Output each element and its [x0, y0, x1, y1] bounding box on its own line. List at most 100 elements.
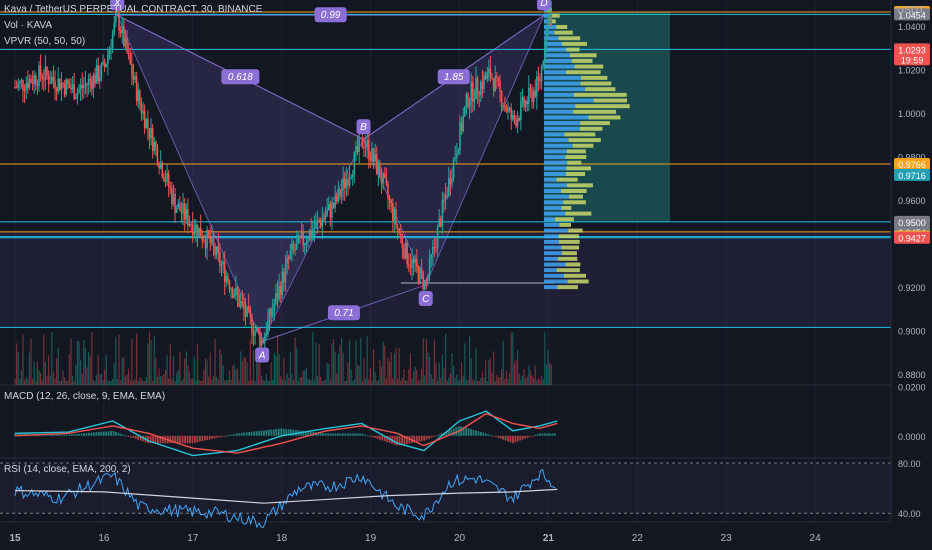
vpvr-legend[interactable]: VPVR (50, 50, 50)	[4, 36, 86, 47]
candle-body	[169, 186, 172, 189]
vpvr-up-bar	[543, 53, 570, 58]
vpvr-down-bar	[549, 19, 556, 24]
volume-bar	[531, 375, 533, 385]
vpvr-up-bar	[543, 70, 566, 75]
candle-body	[183, 203, 186, 220]
volume-bar	[392, 378, 394, 385]
vpvr-up-bar	[543, 115, 589, 120]
volume-bar	[59, 380, 61, 385]
candle-body	[491, 77, 493, 79]
candle-body	[480, 81, 482, 96]
macd-pane[interactable]	[14, 410, 558, 457]
macd-histogram-bar	[534, 434, 537, 436]
volume-bar	[92, 380, 95, 385]
candle-body	[164, 180, 167, 182]
volume-bar	[542, 379, 544, 385]
candle-body	[319, 221, 322, 227]
volume-bar	[461, 362, 463, 385]
volume-bar	[441, 354, 443, 385]
vpvr-down-bar	[567, 279, 589, 284]
macd-histogram-bar	[447, 430, 450, 436]
macd-histogram-bar	[317, 432, 320, 436]
volume-bar	[545, 364, 548, 385]
candles[interactable]	[14, 0, 553, 357]
macd-histogram-bar	[401, 435, 403, 445]
macd-histogram-bar	[494, 435, 497, 437]
macd-histogram-bar	[450, 429, 453, 436]
candle-body	[334, 196, 336, 208]
vpvr-up-bar	[543, 13, 551, 18]
macd-histogram-bar	[169, 435, 172, 444]
macd-histogram-bar	[551, 433, 554, 436]
time-tick-label: 19	[365, 533, 377, 544]
symbol-legend[interactable]: Kava / TetherUS PERPETUAL CONTRACT, 30, …	[4, 4, 263, 15]
candle-body	[273, 304, 276, 311]
grid	[0, 0, 932, 523]
candle-body	[521, 97, 524, 102]
candle-body	[297, 235, 300, 243]
volume-bar	[89, 356, 91, 385]
candle-body	[550, 12, 553, 25]
candle-body	[71, 84, 74, 90]
macd-histogram-bar	[524, 435, 527, 439]
volume-bar	[288, 377, 290, 385]
volume-bar	[176, 372, 178, 385]
macd-histogram-bar	[544, 433, 546, 436]
volume-bar	[60, 380, 63, 385]
volume-bar	[265, 374, 267, 385]
horizontal-levels[interactable]	[0, 11, 891, 328]
candle-body	[239, 301, 242, 307]
macd-histogram-bar	[460, 426, 463, 436]
rsi-legend[interactable]: RSI (14, close, EMA, 200, 2)	[4, 464, 131, 475]
vpvr-down-bar	[561, 245, 579, 250]
volume-bar	[272, 379, 274, 385]
time-tick-label: 22	[632, 533, 644, 544]
volume-bar	[404, 380, 407, 385]
volume-bar	[436, 380, 439, 385]
candle-body	[87, 78, 90, 85]
candle-body	[459, 122, 461, 151]
macd-histogram-bar	[420, 435, 423, 442]
candle-body	[47, 75, 50, 84]
volume-bar	[528, 365, 530, 385]
candle-body	[43, 79, 45, 81]
volume-bar	[286, 373, 288, 385]
volume-bar	[212, 376, 215, 385]
macd-histogram-bar	[465, 427, 467, 436]
macd-histogram-bar	[260, 430, 263, 436]
macd-legend[interactable]: MACD (12, 26, close, 9, EMA, EMA)	[4, 391, 166, 402]
volume-bar	[416, 369, 418, 385]
candle-body	[307, 240, 309, 243]
volume-bar	[337, 354, 339, 385]
volume-bar	[449, 373, 451, 385]
rsi-pane[interactable]	[0, 462, 891, 529]
volume-legend[interactable]: Vol · KAVA	[4, 20, 52, 31]
vpvr-down-bar	[574, 64, 604, 69]
candle-body	[267, 320, 269, 335]
volume-bar	[283, 357, 285, 385]
volume-bar	[19, 378, 21, 385]
price-tag-label: 0.9766	[898, 160, 926, 170]
volume-bar	[115, 336, 117, 385]
candle-body	[457, 150, 460, 155]
volume-bar	[73, 380, 75, 385]
candle-body	[81, 85, 84, 89]
vpvr-down-bar	[566, 149, 586, 154]
volume-bar	[485, 360, 487, 385]
volume-bar	[131, 338, 133, 385]
price-axis[interactable]: 1.0400 1.0200 1.0000 0.9800 0.9600 0.9200 0.90…	[890, 0, 932, 550]
volume-bar	[529, 370, 532, 385]
macd-histogram-bar	[322, 433, 325, 436]
candle-body	[108, 49, 111, 55]
volume-bar	[182, 379, 184, 385]
candle-body	[496, 76, 498, 78]
macd-histogram-bar	[484, 433, 487, 436]
time-axis[interactable]: 15 16 17 18 19 20 21 22 23 24	[9, 533, 821, 544]
candle-body	[310, 230, 312, 237]
candle-body	[86, 83, 88, 85]
macd-histogram-bar	[159, 435, 162, 444]
volume-bar	[459, 379, 461, 385]
vpvr-up-bar	[543, 222, 560, 227]
vpvr-down-bar	[568, 138, 601, 143]
